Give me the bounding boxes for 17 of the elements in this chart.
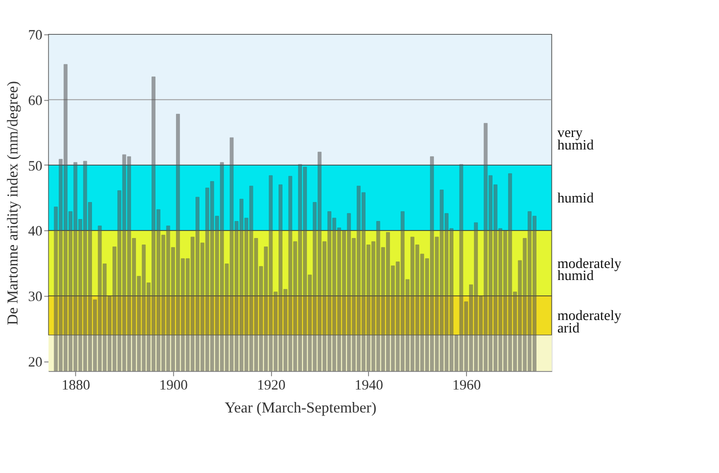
x-tick-label: 1960 (452, 378, 481, 394)
y-tick-label: 60 (28, 92, 42, 109)
x-tick-label: 1900 (159, 378, 188, 394)
band-label: humid (557, 190, 594, 206)
y-tick-label: 30 (28, 289, 42, 306)
y-tick-label: 20 (28, 354, 42, 370)
band-label: moderately humid (557, 256, 622, 284)
x-tick-label: 1940 (354, 378, 384, 394)
y-tick-label: 50 (28, 158, 42, 174)
x-tick-label: 1880 (62, 378, 90, 394)
x-tick-label: 1920 (256, 378, 286, 394)
x-axis-title: Year (March-September) (224, 399, 376, 416)
y-tick-label: 70 (28, 28, 42, 44)
band-label: moderately arid (557, 308, 622, 337)
band-label: very humid (557, 125, 594, 154)
y-axis-title: De Martonne aridity index (mm/degree) (4, 81, 22, 326)
y-tick-label: 40 (28, 224, 42, 240)
